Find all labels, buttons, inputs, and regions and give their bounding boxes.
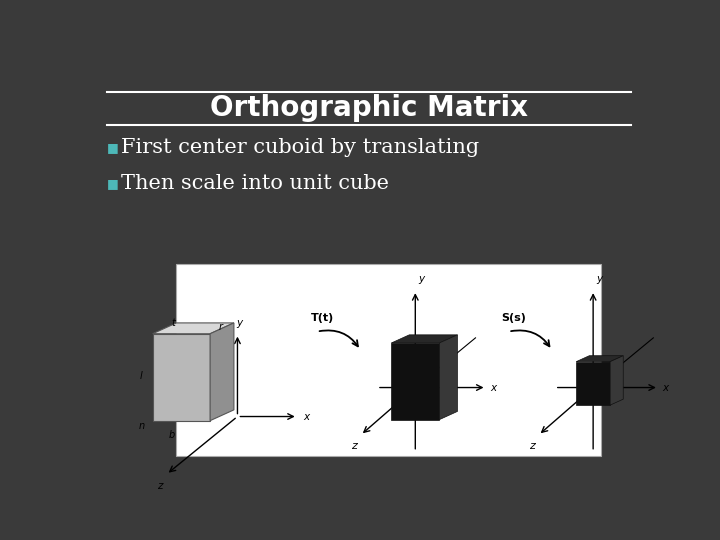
Text: First center cuboid by translating: First center cuboid by translating (121, 138, 479, 158)
Polygon shape (391, 335, 457, 343)
Text: ■: ■ (107, 141, 118, 154)
Polygon shape (576, 356, 624, 362)
Text: $n$: $n$ (138, 421, 145, 430)
Text: $r$: $r$ (218, 321, 225, 332)
Text: Then scale into unit cube: Then scale into unit cube (121, 174, 389, 193)
Polygon shape (391, 343, 439, 420)
Text: $b$: $b$ (168, 428, 176, 440)
Text: $y$: $y$ (236, 318, 245, 329)
Text: $l$: $l$ (139, 369, 143, 381)
FancyBboxPatch shape (176, 265, 600, 456)
Text: S(s): S(s) (501, 313, 526, 323)
Text: $x$: $x$ (662, 382, 670, 393)
Text: $z$: $z$ (529, 441, 537, 450)
Text: $z$: $z$ (351, 441, 359, 450)
Text: $z$: $z$ (157, 481, 165, 491)
Text: ■: ■ (107, 177, 118, 190)
Polygon shape (210, 323, 234, 421)
Text: $x$: $x$ (303, 411, 312, 422)
Text: Orthographic Matrix: Orthographic Matrix (210, 94, 528, 123)
Text: $y$: $y$ (596, 274, 604, 286)
Polygon shape (439, 335, 457, 420)
Polygon shape (153, 334, 210, 421)
Text: $t$: $t$ (171, 315, 178, 327)
Polygon shape (610, 356, 624, 405)
Polygon shape (153, 323, 234, 334)
Text: $x$: $x$ (490, 382, 499, 393)
Polygon shape (576, 362, 610, 405)
Text: T(t): T(t) (310, 313, 334, 323)
Text: $y$: $y$ (418, 274, 426, 286)
